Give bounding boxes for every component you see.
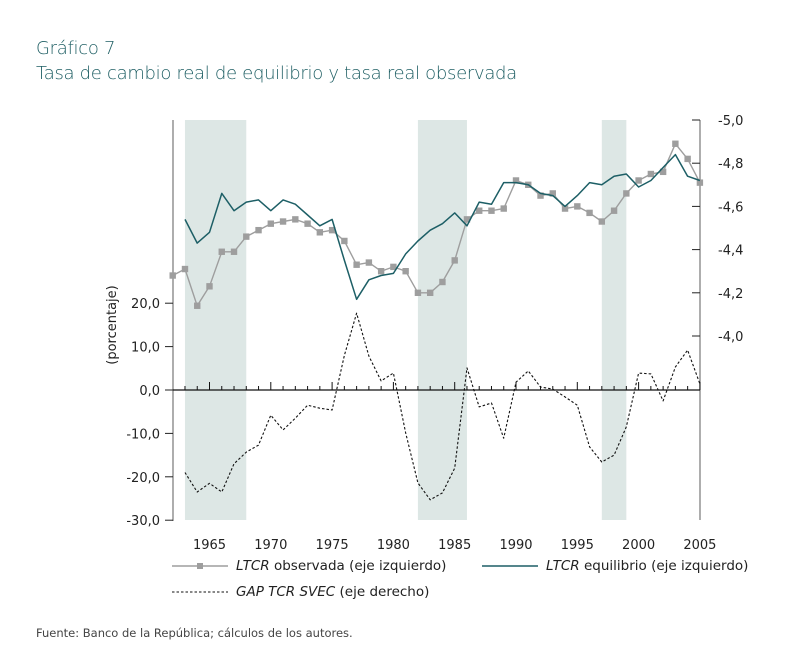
data-point-observed bbox=[684, 155, 691, 163]
legend-italic: LTCR bbox=[546, 558, 580, 574]
shaded-period-0 bbox=[184, 120, 247, 520]
right-axis-tick-label: -4,0 bbox=[718, 330, 743, 345]
y-axis-title: (porcentaje) bbox=[105, 285, 120, 364]
data-point-observed bbox=[659, 168, 667, 176]
x-axis-tick-label: 1975 bbox=[316, 538, 349, 553]
zero-line-group bbox=[173, 382, 701, 391]
data-point-observed bbox=[414, 289, 422, 296]
data-point-observed bbox=[500, 205, 507, 212]
data-point-observed bbox=[328, 226, 336, 234]
data-point-observed bbox=[463, 216, 471, 223]
data-point-observed bbox=[451, 257, 458, 264]
shaded-periods bbox=[184, 120, 627, 520]
data-point-observed bbox=[635, 177, 642, 184]
chart-title: Tasa de cambio real de equilibrio y tasa… bbox=[36, 63, 517, 84]
data-point-observed bbox=[353, 261, 360, 268]
data-point-observed bbox=[304, 220, 311, 227]
chart-number: Gráfico 7 bbox=[36, 38, 116, 59]
legend-italic: LTCR bbox=[236, 558, 270, 574]
source-note: Fuente: Banco de la República; cálculos … bbox=[36, 626, 353, 640]
data-point-observed bbox=[341, 237, 348, 245]
data-point-observed bbox=[426, 289, 434, 296]
x-axis-tick-label: 1965 bbox=[193, 538, 226, 553]
data-point-observed bbox=[476, 207, 483, 214]
left-axis-tick-label: 20,0 bbox=[131, 297, 160, 312]
data-point-observed bbox=[598, 218, 606, 225]
left-axis-tick-label: -10,0 bbox=[126, 427, 160, 442]
data-point-observed bbox=[672, 140, 679, 147]
legend-swatch-gap bbox=[172, 591, 228, 593]
data-point-observed bbox=[267, 220, 274, 227]
data-point-observed bbox=[390, 263, 397, 271]
data-point-observed bbox=[488, 207, 495, 214]
left-axis-tick-label: 10,0 bbox=[131, 341, 160, 356]
right-axis-tick-label: -4,6 bbox=[718, 200, 743, 215]
legend-swatch-equilibrium bbox=[482, 565, 538, 567]
data-point-observed bbox=[292, 216, 299, 223]
data-point-observed bbox=[549, 190, 556, 197]
right-axis-tick-label: -4,4 bbox=[718, 244, 743, 259]
right-axis-tick-label: -4,8 bbox=[718, 157, 743, 172]
right-axis-tick-label: -4,2 bbox=[718, 287, 743, 302]
data-point-observed bbox=[365, 259, 373, 266]
tick-labels: 20,0 10,0 0,0 -10,0 -20,0 -30,0 -5,0 -4,8 -4,6 -4… bbox=[105, 114, 743, 553]
legend-swatch-observed bbox=[172, 563, 228, 569]
data-point-observed bbox=[169, 272, 176, 279]
shaded-period-2 bbox=[601, 120, 627, 520]
right-axis-tick-label: -5,0 bbox=[718, 114, 743, 129]
legend-item-gap: GAP TCR SVEC (eje derecho) bbox=[172, 584, 429, 600]
x-axis-tick-label: 2000 bbox=[622, 538, 655, 553]
x-axis-tick-label: 2005 bbox=[683, 538, 716, 553]
data-point-observed bbox=[230, 248, 238, 255]
data-point-observed bbox=[696, 179, 704, 186]
data-point-observed bbox=[402, 268, 409, 275]
data-point-observed bbox=[194, 302, 201, 309]
x-axis-tick-label: 1980 bbox=[377, 538, 410, 553]
legend-label-observed: LTCR observada (eje izquierdo) bbox=[236, 558, 446, 574]
left-axis-tick-label: -20,0 bbox=[126, 471, 160, 486]
data-point-observed bbox=[316, 229, 324, 236]
data-point-observed bbox=[537, 192, 544, 199]
legend-label-equilibrium: LTCR equilibrio (eje izquierdo) bbox=[546, 558, 748, 574]
data-point-observed bbox=[586, 209, 593, 217]
x-axis-tick-label: 1990 bbox=[499, 538, 532, 553]
x-axis-tick-label: 1995 bbox=[561, 538, 594, 553]
data-point-observed bbox=[574, 203, 581, 210]
series-line-gap bbox=[184, 312, 701, 501]
left-axis-tick-label: -30,0 bbox=[126, 514, 160, 529]
legend-item-equilibrium: LTCR equilibrio (eje izquierdo) bbox=[482, 558, 748, 574]
legend-rest: equilibrio (eje izquierdo) bbox=[579, 558, 749, 574]
axes bbox=[165, 119, 701, 521]
legend-item-observed: LTCR observada (eje izquierdo) bbox=[172, 558, 446, 574]
x-axis-tick-label: 1985 bbox=[438, 538, 471, 553]
series-line-equilibrium bbox=[184, 153, 701, 301]
data-point-observed bbox=[647, 170, 655, 178]
data-point-observed bbox=[218, 248, 225, 255]
data-point-observed bbox=[623, 190, 630, 197]
legend-label-gap: GAP TCR SVEC (eje derecho) bbox=[236, 584, 429, 600]
data-point-observed bbox=[561, 205, 569, 212]
data-point-observed bbox=[206, 283, 213, 290]
data-point-observed bbox=[377, 268, 385, 275]
legend-italic: GAP TCR SVEC bbox=[236, 584, 336, 600]
chart-header: Gráfico 7 Tasa de cambio real de equilib… bbox=[36, 36, 517, 86]
shaded-period-1 bbox=[417, 120, 467, 520]
data-point-observed bbox=[610, 207, 618, 214]
data-point-observed bbox=[243, 233, 250, 240]
legend-rest: observada (eje izquierdo) bbox=[269, 558, 447, 574]
legend-rest: (eje derecho) bbox=[335, 584, 430, 600]
data-point-observed bbox=[181, 265, 189, 273]
left-axis-tick-label: 0,0 bbox=[139, 384, 160, 399]
series-group bbox=[169, 140, 704, 501]
data-point-observed bbox=[255, 226, 262, 234]
data-point-observed bbox=[439, 278, 446, 286]
data-point-observed bbox=[512, 177, 520, 184]
data-point-observed bbox=[279, 218, 287, 225]
x-axis-tick-label: 1970 bbox=[254, 538, 287, 553]
